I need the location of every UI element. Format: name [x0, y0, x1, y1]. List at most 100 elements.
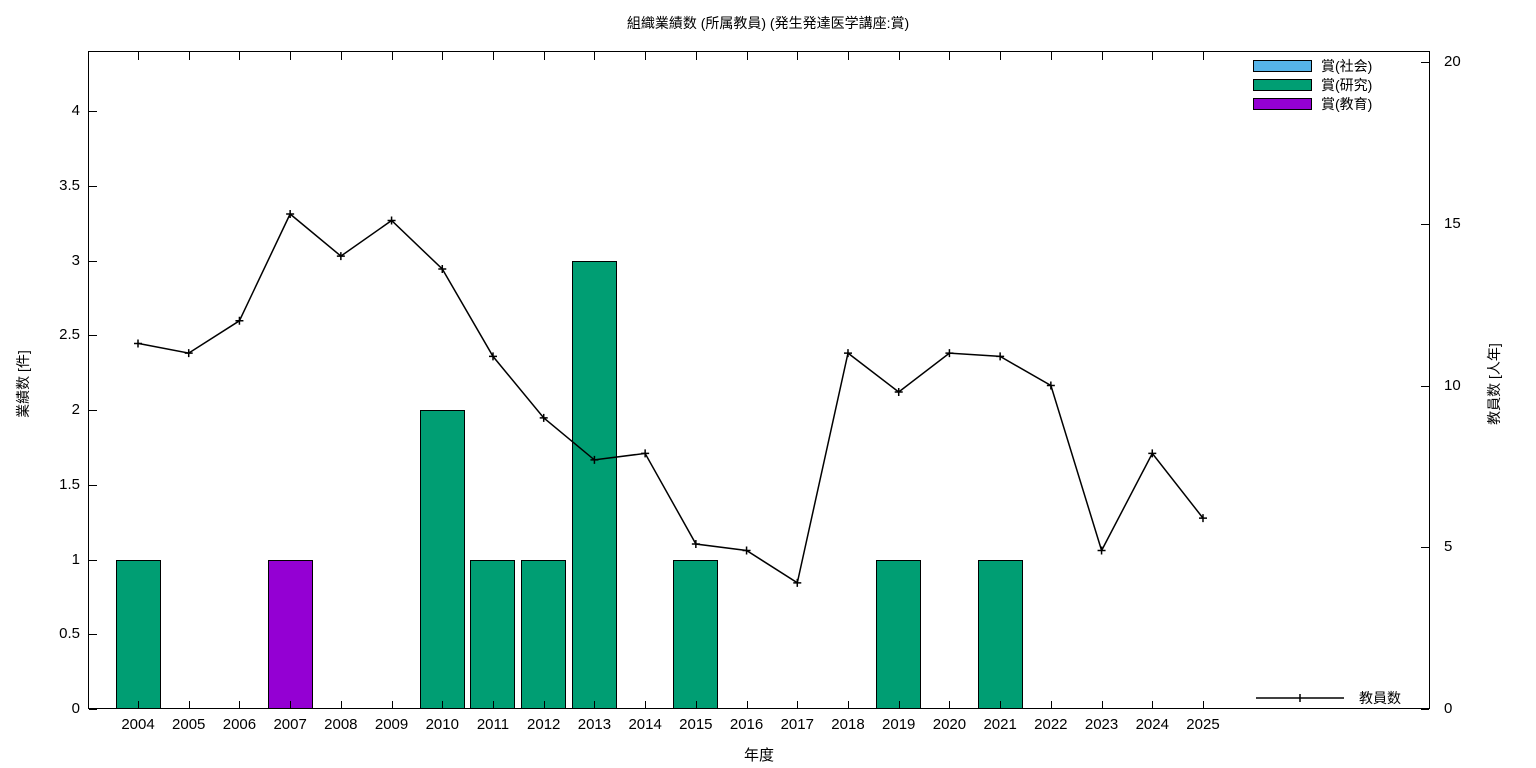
x-tick	[746, 701, 748, 709]
x-tick	[1152, 701, 1154, 709]
x-tick	[1000, 701, 1002, 709]
y-left-tick	[89, 111, 97, 112]
bar-賞(研究)-2012	[521, 559, 567, 709]
x-tick-top	[442, 52, 444, 60]
legend-swatch-icon	[1253, 59, 1312, 72]
y-right-tick	[1421, 547, 1429, 549]
y-left-tick	[89, 559, 97, 561]
x-tick-label: 2005	[172, 716, 206, 733]
bar-賞(研究)-2015	[673, 559, 719, 709]
x-tick-top	[340, 52, 342, 60]
y-right-tick	[1421, 223, 1429, 225]
bar-賞(研究)-2013	[571, 260, 617, 709]
x-tick	[847, 701, 849, 709]
legend-row-賞(研究): 賞(研究)	[1253, 75, 1372, 94]
x-tick-label: 2013	[577, 716, 612, 733]
bar-賞(研究)-2019	[876, 559, 922, 709]
x-tick	[898, 701, 900, 709]
y-left-tick-label: 2.5	[59, 326, 80, 344]
y-left-tick-label: 1.5	[59, 475, 80, 493]
y-right-tick	[1421, 385, 1429, 387]
legend-swatch-icon	[1253, 97, 1312, 110]
y-left-tick-label: 0.5	[59, 625, 80, 643]
x-tick	[340, 701, 342, 709]
x-tick-top	[898, 52, 900, 60]
x-tick-top	[138, 52, 139, 60]
bar-賞(教育)-2007	[267, 559, 313, 709]
y-left-tick-label: 1	[71, 550, 80, 568]
x-tick-top	[695, 52, 697, 60]
line-legend: 教員数	[1254, 688, 1401, 708]
bar-賞(研究)-2010	[419, 410, 465, 709]
x-tick-label: 2019	[882, 716, 916, 733]
x-tick-label: 2010	[425, 716, 459, 733]
y-right-tick-label: 10	[1444, 376, 1461, 394]
y-left-tick-label: 4	[71, 102, 80, 119]
y-right-tick	[1421, 62, 1429, 63]
legend-label: 賞(社会)	[1321, 57, 1373, 74]
y-left-tick	[89, 709, 97, 710]
x-tick-top	[492, 52, 494, 60]
x-tick	[543, 701, 545, 709]
bar-賞(研究)-2011	[470, 559, 516, 709]
line-legend-sample-icon	[1256, 694, 1344, 702]
x-axis-label: 年度	[743, 747, 774, 764]
x-tick-label: 2023	[1084, 716, 1119, 733]
x-tick	[949, 701, 951, 709]
x-tick-label: 2015	[679, 716, 713, 733]
bar-賞(研究)-2021	[977, 559, 1023, 709]
bar-賞(研究)-2004	[115, 559, 161, 709]
left-axis-label: 業績数 [件]	[15, 350, 31, 418]
x-tick-label: 2022	[1034, 716, 1068, 733]
x-tick	[797, 701, 799, 709]
x-tick-top	[1152, 52, 1154, 60]
y-right-tick-label: 15	[1444, 214, 1461, 232]
y-left-tick	[89, 410, 97, 411]
x-tick-label: 2025	[1186, 716, 1220, 733]
x-tick	[239, 701, 241, 709]
x-tick-label: 2014	[628, 716, 662, 733]
x-tick-label: 2020	[932, 716, 967, 733]
x-tick-top	[1101, 52, 1103, 60]
x-tick	[138, 701, 139, 709]
x-tick-top	[1000, 52, 1002, 60]
x-tick	[492, 701, 494, 709]
x-tick-label: 2006	[222, 716, 257, 733]
x-tick-top	[188, 52, 190, 60]
x-tick-top	[1202, 52, 1204, 60]
x-tick-label: 2017	[780, 716, 814, 733]
y-left-tick	[89, 484, 97, 486]
x-tick	[1202, 701, 1204, 709]
x-tick	[442, 701, 444, 709]
x-tick-top	[1050, 52, 1052, 60]
y-right-tick	[1421, 709, 1429, 710]
x-tick-top	[847, 52, 849, 60]
x-tick	[391, 701, 393, 709]
x-tick-label: 2009	[374, 716, 409, 733]
x-tick-label: 2012	[527, 716, 561, 733]
y-left-tick	[89, 260, 97, 262]
x-tick-top	[949, 52, 951, 60]
x-tick-top	[746, 52, 748, 60]
y-right-tick-label: 5	[1444, 538, 1453, 556]
x-tick-label: 2016	[729, 716, 764, 733]
x-tick	[645, 701, 647, 709]
x-tick-label: 2004	[121, 716, 155, 733]
y-left-tick	[89, 185, 97, 187]
plot-area	[88, 51, 1430, 709]
legend-swatch-icon	[1253, 78, 1312, 91]
legend-row-賞(教育): 賞(教育)	[1253, 94, 1372, 113]
x-tick-label: 2011	[476, 716, 510, 733]
bar-legend: 賞(社会) 賞(研究) 賞(教育)	[1253, 56, 1372, 113]
y-left-tick-label: 2	[71, 401, 80, 418]
chart-title: 組織業績数 (所属教員) (発生発達医学講座:賞)	[626, 15, 910, 31]
x-tick-label: 2008	[324, 716, 358, 733]
x-tick	[695, 701, 697, 709]
legend-row-賞(社会): 賞(社会)	[1253, 56, 1372, 75]
x-tick-top	[543, 52, 545, 60]
x-tick-label: 2021	[983, 716, 1017, 733]
legend-label: 賞(研究)	[1321, 76, 1373, 93]
x-tick-top	[239, 52, 241, 60]
line-legend-label: 教員数	[1359, 690, 1401, 706]
y-left-tick	[89, 634, 97, 636]
